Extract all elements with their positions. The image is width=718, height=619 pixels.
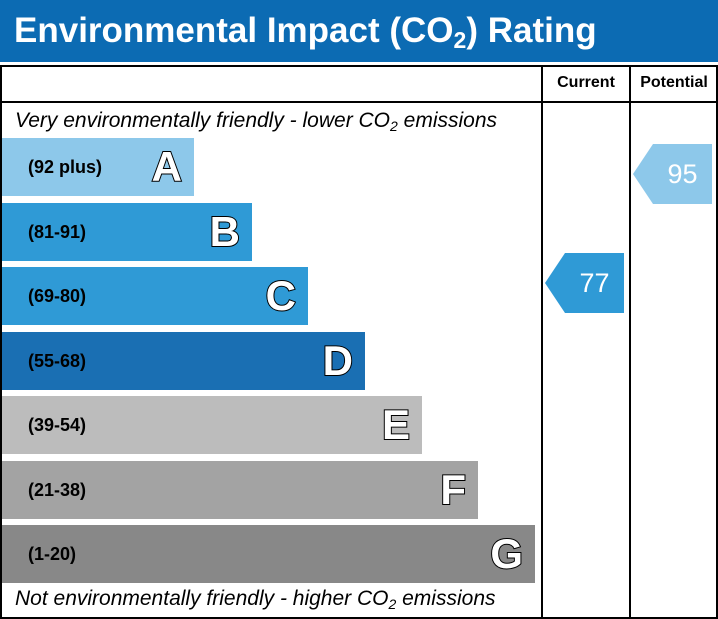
band-a: (92 plus) A [2, 138, 194, 196]
band-c: (69-80) C [2, 267, 308, 325]
band-letter: D [322, 336, 354, 385]
band-letter: A [151, 142, 183, 191]
band-letter: G [489, 529, 524, 578]
column-header-current: Current [557, 74, 615, 91]
band-range-label: (1-20) [28, 544, 77, 564]
band-b: (81-91) B [2, 202, 252, 261]
chart-title: Environmental Impact (CO2) Rating [0, 0, 718, 62]
band-range-label: (55-68) [28, 350, 87, 371]
band-letter: E [381, 400, 411, 449]
potential-rating-value: 95 [667, 159, 698, 189]
band-range-label: (21-38) [28, 479, 87, 500]
band-g: (1-20) G [2, 525, 535, 583]
band-range-label: (69-80) [28, 286, 87, 306]
potential-rating-marker: 95 [633, 144, 712, 204]
band-range-label: (92 plus) [28, 157, 103, 177]
band-letter: C [265, 271, 297, 320]
caption-bottom: Not environmentally friendly - higher CO… [15, 587, 496, 612]
current-rating-value: 77 [579, 268, 610, 298]
column-header-potential: Potential [640, 74, 708, 91]
band-d: (55-68) D [2, 331, 365, 390]
band-range-label: (39-54) [28, 415, 87, 435]
rating-table: Current Potential Very environmentally f… [0, 65, 718, 619]
band-range-label: (81-91) [28, 221, 87, 242]
band-letter: B [209, 207, 241, 256]
current-rating-marker: 77 [545, 253, 624, 313]
caption-top: Very environmentally friendly - lower CO… [15, 109, 498, 134]
table-grid [0, 65, 718, 619]
band-f: (21-38) F [2, 460, 478, 519]
band-e: (39-54) E [2, 396, 422, 454]
band-letter: F [439, 465, 467, 514]
